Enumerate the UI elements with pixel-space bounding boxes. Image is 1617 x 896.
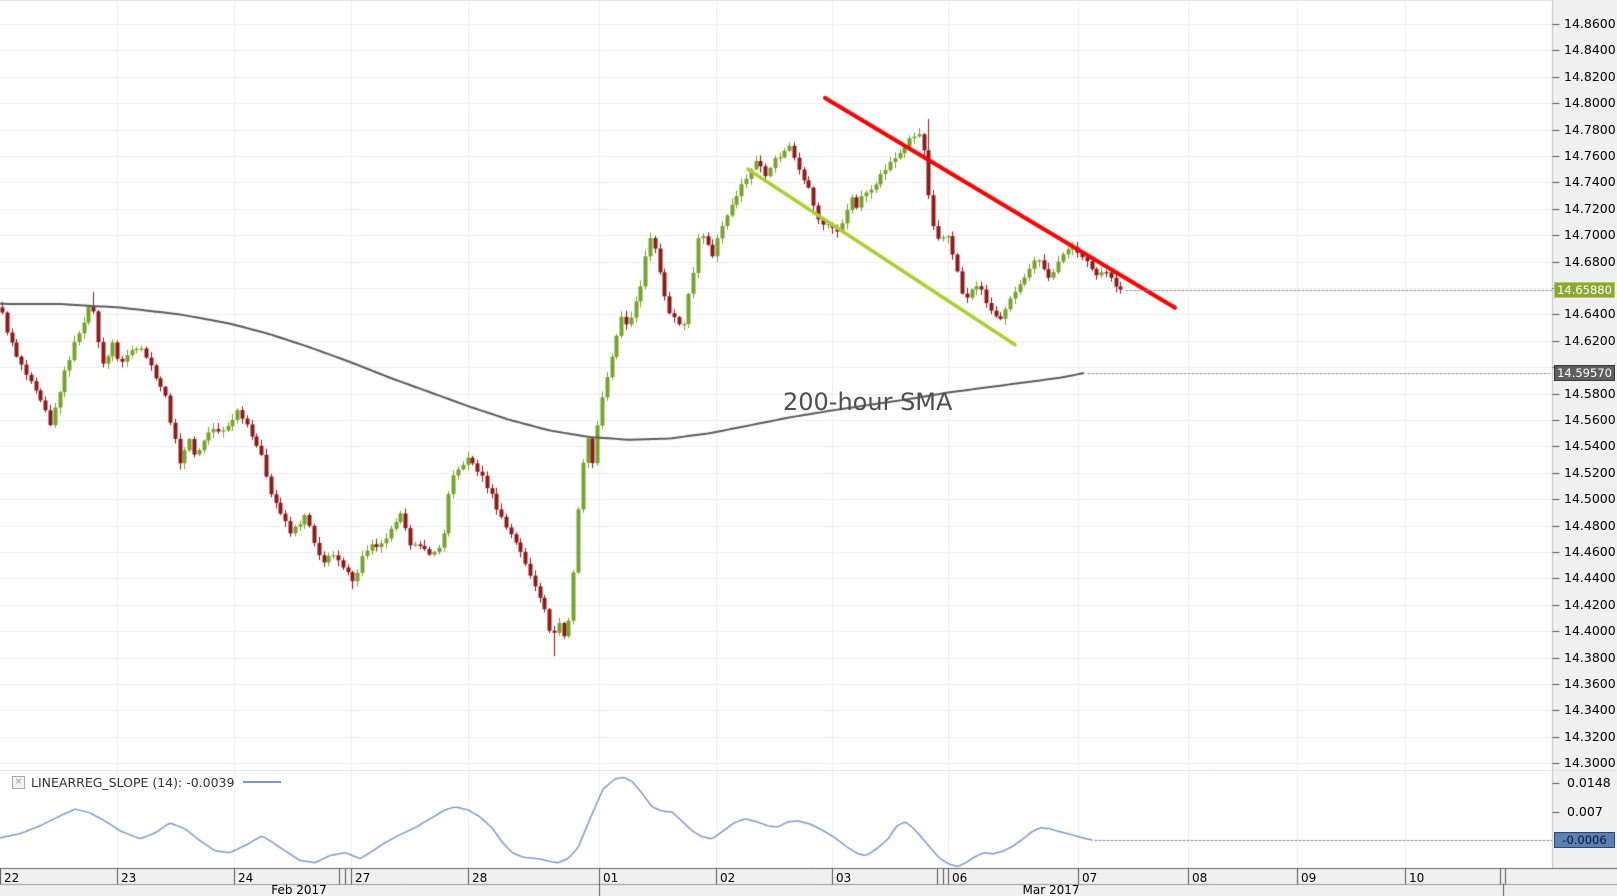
indicator-legend: × LINEARREG_SLOPE (14): -0.0039 — [12, 774, 282, 790]
indicator-close-icon[interactable]: × — [12, 775, 25, 789]
price-tick-label: 14.8600 — [1564, 16, 1616, 31]
price-tick-label: 14.4000 — [1564, 623, 1616, 639]
indicator-tick-label: 0.007 — [1567, 803, 1603, 819]
price-tick-label: 14.6200 — [1564, 332, 1616, 348]
price-tick-label: 14.6800 — [1564, 253, 1616, 269]
day-label: 06 — [952, 871, 968, 885]
month-label: Feb 2017 — [271, 883, 327, 896]
day-label: 23 — [121, 871, 137, 885]
price-tick-label: 14.3600 — [1564, 676, 1616, 691]
price-tick-label: 14.5000 — [1564, 491, 1616, 507]
price-tick-label: 14.5800 — [1564, 385, 1616, 401]
day-label: 01 — [603, 871, 619, 885]
month-label: Mar 2017 — [1022, 883, 1080, 896]
price-tick-label: 14.7800 — [1564, 121, 1616, 137]
price-tick-label: 14.3200 — [1564, 728, 1616, 744]
day-label: 07 — [1082, 871, 1098, 885]
price-tick-label: 14.6400 — [1564, 306, 1616, 322]
price-tick-label: 14.4200 — [1564, 596, 1616, 612]
day-label: 09 — [1301, 871, 1317, 885]
day-label: 03 — [836, 871, 852, 885]
day-label: 08 — [1192, 871, 1208, 885]
price-tick-label: 14.5400 — [1564, 438, 1616, 454]
price-tick-label: 14.7200 — [1564, 200, 1616, 216]
price-tick-label: 14.7600 — [1564, 148, 1616, 163]
price-tick-label: 14.3800 — [1564, 649, 1616, 665]
price-tick-label: 14.3400 — [1564, 702, 1616, 718]
sma-annotation: 200-hour SMA — [783, 388, 953, 416]
day-label: 27 — [355, 871, 371, 885]
price-tick-label: 14.8400 — [1564, 42, 1616, 58]
indicator-label: LINEARREG_SLOPE (14): -0.0039 — [31, 774, 235, 790]
price-tick-label: 14.4400 — [1564, 570, 1616, 586]
price-tick-label: 14.5200 — [1564, 464, 1616, 480]
day-label: 22 — [4, 871, 20, 885]
day-label: 10 — [1409, 871, 1425, 885]
price-tick-label: 14.8200 — [1564, 68, 1616, 84]
day-label: 24 — [238, 871, 254, 885]
indicator-legend-line — [243, 781, 282, 783]
day-label: 02 — [720, 871, 736, 885]
indicator-tick-label: 0.0148 — [1567, 774, 1611, 790]
day-label: 28 — [472, 871, 488, 885]
price-tick-label: 14.7000 — [1564, 227, 1616, 243]
price-tick-label: 14.4600 — [1564, 544, 1616, 559]
indicator-value-badge: -0.0006 — [1554, 832, 1615, 848]
price-tick-label: 14.8000 — [1564, 95, 1616, 111]
price-tick-label: 14.4800 — [1564, 517, 1616, 533]
price-tick-label: 14.7400 — [1564, 174, 1616, 190]
last-price-badge: 14.65880 — [1554, 282, 1615, 298]
price-tick-label: 14.3000 — [1564, 755, 1616, 771]
sma-value-badge: 14.59570 — [1554, 365, 1615, 381]
price-tick-label: 14.5600 — [1564, 412, 1616, 427]
